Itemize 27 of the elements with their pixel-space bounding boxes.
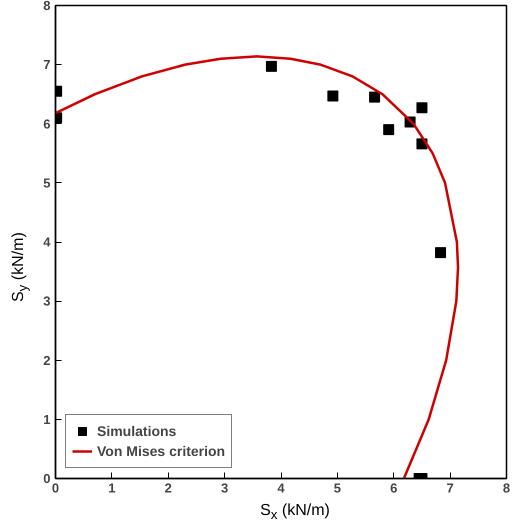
x-tick-label: 2 [164,480,172,496]
y-tick-label: 6 [43,116,51,132]
y-tick-label: 3 [43,294,51,309]
point [266,60,277,72]
x-tick-label: 4 [277,480,286,496]
legend-label: Simulations [97,423,176,439]
point [383,124,394,136]
y-tick-label: 4 [43,234,52,250]
y-tick-label: 8 [43,0,51,13]
point [327,90,338,102]
y-tick-label: 1 [43,412,51,427]
point [416,102,428,114]
y-tick-label: 7 [43,57,51,72]
x-tick-label: 8 [502,480,510,496]
line-series [56,55,460,478]
y-tick-label: 2 [43,352,51,368]
x-tick-label: 1 [108,480,116,496]
x-tick-label: 7 [446,480,454,496]
x-tick-label: 6 [390,480,398,496]
x-tick-label: 3 [221,480,228,496]
legend-label: Von Mises criterion [97,443,226,459]
point [369,92,380,103]
y-tick-label: 5 [43,175,51,190]
point [435,247,446,258]
x-axis-title: S$_{x}$ (kN/m) [259,501,331,524]
x-tick-label: 5 [334,480,341,496]
y-tick-label: 0 [43,471,51,486]
